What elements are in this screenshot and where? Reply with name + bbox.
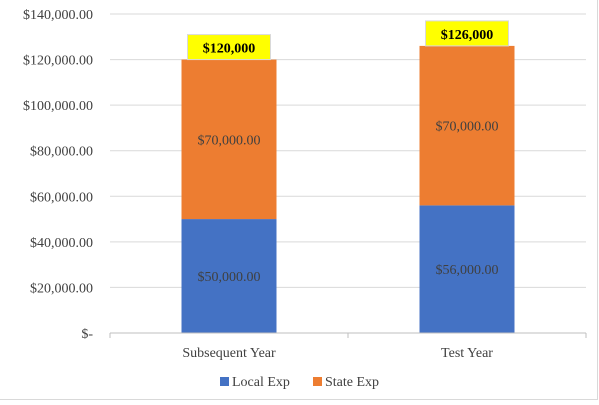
- y-tick-label: $20,000.00: [30, 281, 93, 296]
- data-labels: $50,000.00 $70,000.00 $120,000 $56,000.00 $7…: [187, 20, 509, 285]
- data-label: $56,000.00: [436, 263, 499, 278]
- gridlines: [110, 13, 586, 288]
- bar-local-exp: [419, 205, 515, 333]
- legend-swatch: [313, 377, 322, 386]
- y-tick-label: $140,000.00: [23, 8, 93, 23]
- legend-label: State Exp: [325, 375, 379, 390]
- legend: Local Exp State Exp: [220, 375, 379, 390]
- total-label-box: [187, 34, 271, 61]
- bars: [181, 45, 515, 333]
- total-label-box: [425, 20, 509, 47]
- y-tick-label: $60,000.00: [30, 190, 93, 205]
- bar-state-exp: [181, 59, 277, 220]
- axes: $- $20,000.00 $40,000.00 $60,000.00 $80,000.…: [23, 8, 587, 361]
- legend-swatch: [220, 377, 229, 386]
- data-label: $70,000.00: [198, 133, 261, 148]
- x-tick-label: Test Year: [441, 346, 493, 361]
- data-label: $70,000.00: [436, 120, 499, 135]
- y-tick-label: $40,000.00: [30, 236, 93, 251]
- data-label: $50,000.00: [198, 270, 261, 285]
- y-tick-label: $-: [81, 327, 93, 342]
- total-label: $126,000: [441, 28, 494, 43]
- total-label: $120,000: [203, 42, 256, 57]
- bar-state-exp: [419, 45, 515, 206]
- bar-local-exp: [181, 219, 277, 333]
- y-tick-label: $80,000.00: [30, 145, 93, 160]
- legend-label: Local Exp: [232, 375, 290, 390]
- x-tick-label: Subsequent Year: [182, 346, 276, 361]
- y-tick-label: $120,000.00: [23, 54, 93, 69]
- y-tick-label: $100,000.00: [23, 99, 93, 114]
